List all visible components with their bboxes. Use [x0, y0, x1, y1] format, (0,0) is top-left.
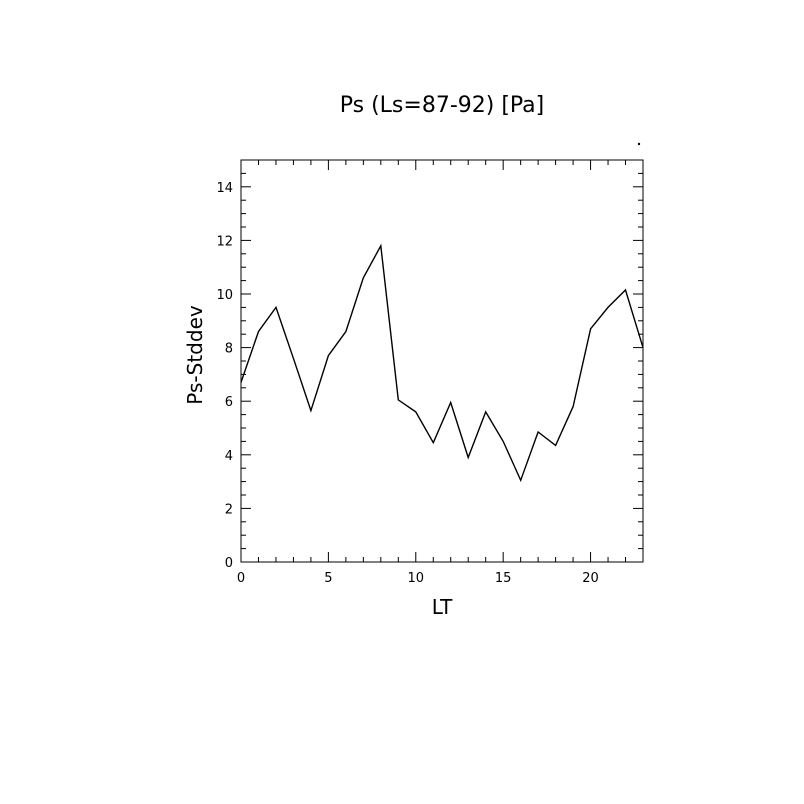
y-axis-label: Ps-Stddev — [183, 305, 207, 405]
corner-marker — [637, 142, 641, 146]
x-tick-label: 0 — [237, 571, 245, 586]
y-tick-label: 14 — [216, 181, 233, 196]
x-tick-label: 5 — [324, 571, 332, 586]
y-tick-label: 6 — [225, 395, 233, 410]
y-tick-label: 10 — [216, 288, 233, 303]
tick-labels: 0 5 10 15 20 0 2 4 6 8 10 12 14 — [216, 181, 598, 586]
axis-ticks — [240, 159, 644, 563]
x-tick-label: 20 — [582, 571, 599, 586]
y-tick-label: 0 — [225, 556, 233, 571]
series-line — [240, 243, 644, 483]
y-tick-label: 8 — [225, 342, 233, 357]
y-tick-label: 12 — [216, 234, 233, 249]
y-tick-label: 2 — [225, 502, 233, 517]
x-tick-label: 15 — [495, 571, 512, 586]
y-tick-label: 4 — [225, 449, 233, 464]
chart-title: Ps (Ls=87-92) [Pa] — [340, 93, 545, 118]
x-tick-label: 10 — [408, 571, 425, 586]
x-axis-label: LT — [432, 595, 453, 619]
series-layer — [240, 243, 644, 483]
